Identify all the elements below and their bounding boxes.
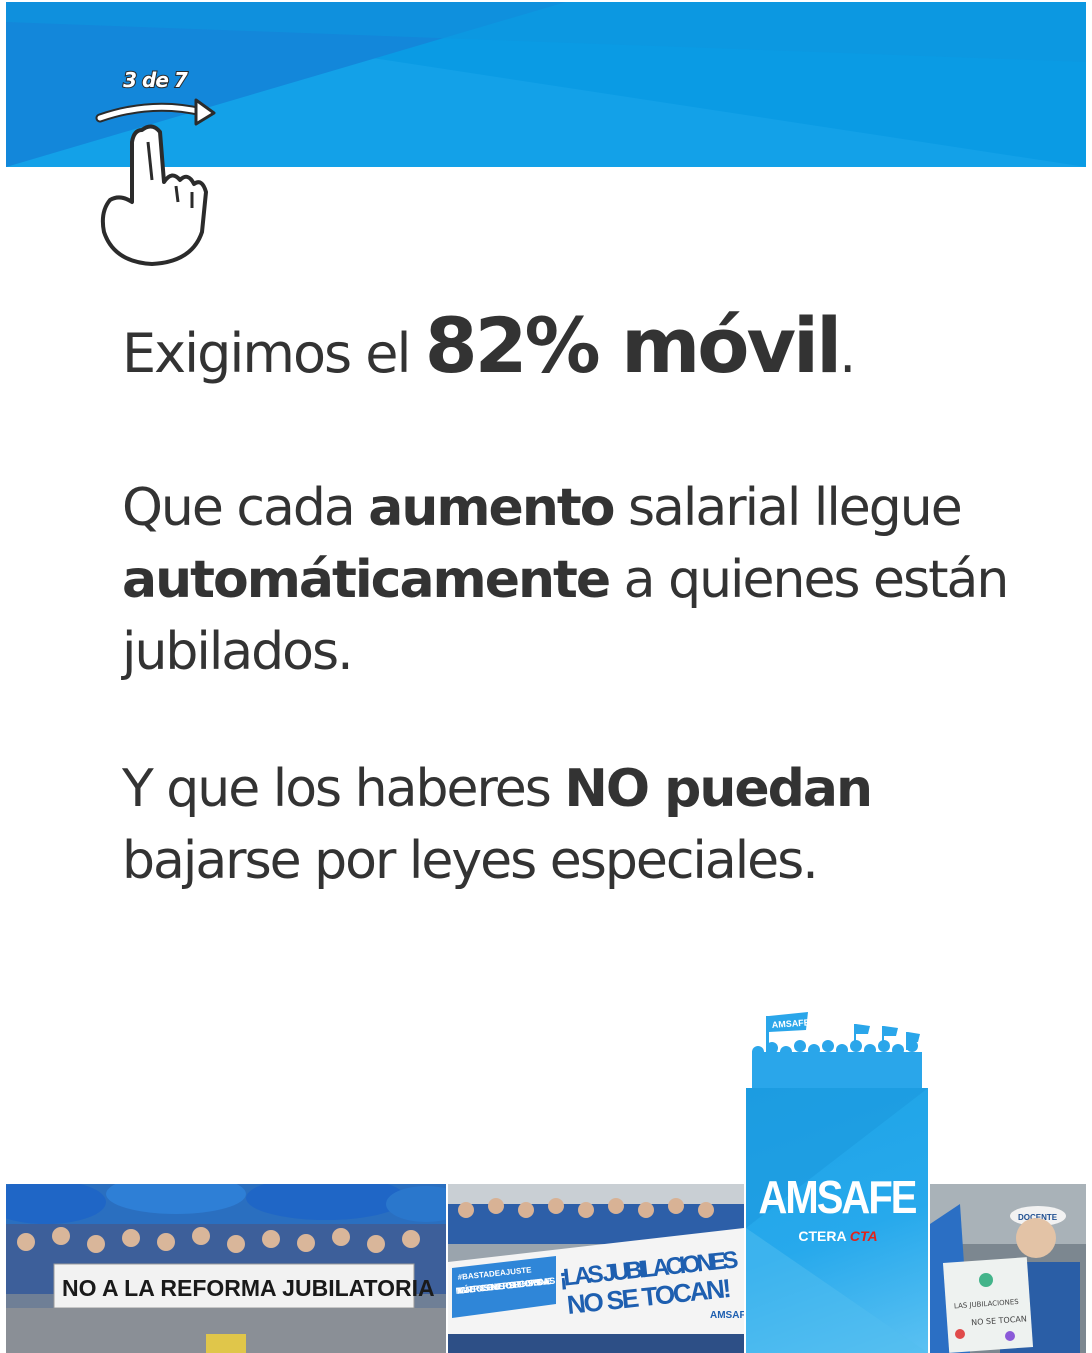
crowd-silhouette-icon: AMSAFE bbox=[752, 1012, 922, 1090]
photo-march-left-image: NO A LA REFORMA JUBILATORIA bbox=[6, 1184, 446, 1353]
photo-march-left: NO A LA REFORMA JUBILATORIA bbox=[6, 1184, 446, 1353]
p3-bold-no-puedan: NO puedan bbox=[564, 759, 873, 819]
cta-text: CTA bbox=[849, 1228, 878, 1244]
headline-emphasis: 82% móvil bbox=[424, 301, 842, 390]
hand-swipe-icon bbox=[95, 98, 216, 266]
photo-march-middle-image: #BASTADEAJUSTE NINGÚN RETROCESO EN NUEST… bbox=[448, 1184, 744, 1353]
p2-bold-automaticamente: automáticamente bbox=[122, 550, 611, 610]
logo-panel-shade bbox=[746, 1088, 928, 1353]
swipe-label: 3 de 7 bbox=[122, 67, 189, 93]
logo-panel: AMSAFE CTERA CTA bbox=[746, 1088, 928, 1353]
p2-bold-aumento: aumento bbox=[368, 478, 615, 538]
paragraph-no-reductions: Y que los haberes NO puedan bajarse por … bbox=[122, 753, 1022, 897]
right-cap-text: DOCENTE bbox=[1018, 1213, 1058, 1222]
photo-march-right-image: DOCENTE LAS JUBILACIONES NO SE TOCAN bbox=[930, 1184, 1086, 1353]
photo-march-right: DOCENTE LAS JUBILACIONES NO SE TOCAN bbox=[930, 1184, 1086, 1353]
paragraph-automatic-increase: Que cada aumento salarial llegue automát… bbox=[122, 472, 1022, 688]
swipe-indicator: 3 de 7 bbox=[92, 62, 222, 272]
left-banner-text: NO A LA REFORMA JUBILATORIA bbox=[62, 1275, 435, 1301]
headline-prefix: Exigimos el bbox=[122, 322, 425, 385]
ctera-text: CTERA bbox=[798, 1228, 847, 1244]
photo-march-middle: #BASTADEAJUSTE NINGÚN RETROCESO EN NUEST… bbox=[448, 1184, 744, 1353]
main-text: Exigimos el 82% móvil. Que cada aumento … bbox=[122, 296, 1022, 897]
p2-text-3: a quienes están jubilados. bbox=[122, 550, 1009, 682]
headline-suffix: . bbox=[839, 322, 856, 385]
p3-text-1: Y que los haberes bbox=[122, 759, 565, 819]
ctera-cta-logo: CTERA CTA bbox=[768, 1228, 908, 1244]
right-sign-line2: NO SE TOCAN bbox=[971, 1314, 1027, 1327]
p2-text-2: salarial llegue bbox=[613, 478, 963, 538]
middle-banner-logo: AMSAFE bbox=[710, 1310, 744, 1321]
amsafe-logo-block: AMSAFE AMSAFE CTERA CTA bbox=[746, 1012, 928, 1353]
headline: Exigimos el 82% móvil. bbox=[122, 296, 1022, 404]
amsafe-logo-text: AMSAFE bbox=[758, 1172, 918, 1224]
p3-text-2: bajarse por leyes especiales. bbox=[122, 831, 819, 891]
crowd-flag-text: AMSAFE bbox=[771, 1017, 810, 1030]
p2-text-1: Que cada bbox=[122, 478, 369, 538]
